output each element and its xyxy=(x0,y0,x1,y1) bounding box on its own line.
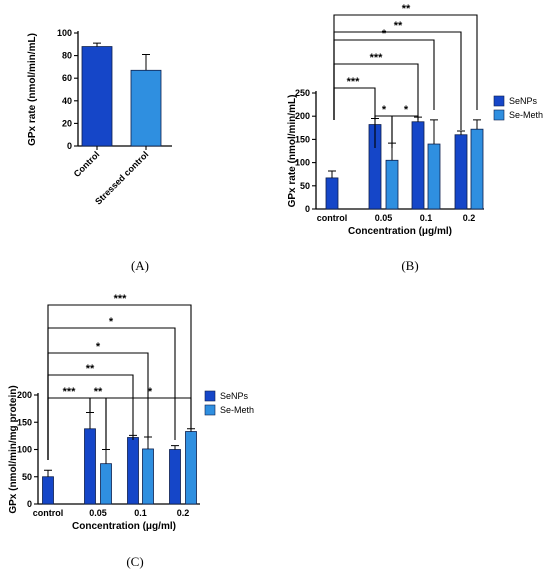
bar-senps-0.2-error-bar xyxy=(171,445,179,450)
legend-swatch-se-meth xyxy=(204,404,216,416)
x-tick-label: Stressed control xyxy=(93,149,150,206)
bar-senps-0.2 xyxy=(454,134,468,210)
bar-control-error-bar xyxy=(328,170,336,178)
panel-b-label: (B) xyxy=(401,258,418,273)
significance-label: ** xyxy=(94,386,103,398)
y-tick-label: 250 xyxy=(295,88,310,98)
x-tick-label: 0.05 xyxy=(375,213,393,223)
bar-stressed-control-error-bar xyxy=(142,53,150,71)
bar-control xyxy=(81,46,113,147)
panel-a-label: (A) xyxy=(131,258,149,273)
bar-senps-0.2-error-bar xyxy=(457,130,465,135)
significance-label: ** xyxy=(394,20,403,32)
significance-label: * xyxy=(96,341,101,353)
bar-senps-0.05 xyxy=(84,428,96,505)
bar-stressed-control xyxy=(130,69,162,147)
bar-se-meth-0.1 xyxy=(427,143,441,210)
bar-se-meth-0.2 xyxy=(185,431,197,505)
bar-senps-0.1 xyxy=(127,437,139,505)
significance-bracket xyxy=(47,304,192,460)
significance-label: *** xyxy=(114,293,128,305)
y-tick-label: 60 xyxy=(62,73,72,83)
bar-control xyxy=(42,476,54,505)
y-tick-label: 40 xyxy=(62,96,72,106)
significance-label: * xyxy=(404,104,409,116)
y-axis-title: GPx rate (nmol/min/mL) xyxy=(27,33,38,146)
y-axis-title: GPx (nmol/min/mg protein) xyxy=(8,385,19,513)
y-tick-label: 150 xyxy=(17,417,32,427)
significance-label: *** xyxy=(370,52,384,64)
bar-senps-0.1 xyxy=(411,121,425,210)
significance-bracket xyxy=(47,397,91,460)
legend-label-se-meth: Se-Meth xyxy=(220,405,254,415)
bar-senps-0.05-error-bar xyxy=(86,411,94,429)
significance-label: * xyxy=(382,104,387,116)
panel-a-chart: 0 20 40 60 80 100 GPx rate (nmol/min/mL) Contro… xyxy=(27,28,172,207)
bar-control xyxy=(325,177,339,210)
panel-c-label: (C) xyxy=(126,554,143,569)
x-tick-label: 0.1 xyxy=(134,508,147,518)
y-tick-label: 0 xyxy=(305,204,310,214)
legend-swatch-se-meth xyxy=(493,109,505,121)
significance-bracket xyxy=(333,14,478,120)
significance-label: * xyxy=(382,28,387,40)
legend-swatch-senps xyxy=(204,390,216,402)
legend-label-senps: SeNPs xyxy=(220,391,249,401)
bar-se-meth-0.05-error-bar xyxy=(102,449,110,464)
y-tick-label: 100 xyxy=(295,158,310,168)
x-tick-label: control xyxy=(317,213,348,223)
legend-label-senps: SeNPs xyxy=(509,96,538,106)
significance-label: * xyxy=(109,316,114,328)
bar-se-meth-0.1-error-bar xyxy=(430,119,438,145)
y-tick-label: 100 xyxy=(57,28,72,38)
y-tick-label: 0 xyxy=(67,141,72,151)
y-tick-label: 0 xyxy=(27,499,32,509)
bar-se-meth-0.1 xyxy=(142,448,154,505)
bar-control-error-bar xyxy=(44,469,52,477)
x-tick-label: 0.2 xyxy=(463,213,476,223)
x-tick-label: 0.1 xyxy=(420,213,433,223)
significance-bracket xyxy=(333,87,376,120)
significance-label: ** xyxy=(402,3,411,15)
legend-swatch-senps xyxy=(493,95,505,107)
y-tick-label: 100 xyxy=(17,445,32,455)
y-tick-label: 150 xyxy=(295,134,310,144)
significance-label: * xyxy=(148,386,153,398)
y-axis-title: GPx rate (nmol/min/mL) xyxy=(287,95,298,208)
y-tick-label: 200 xyxy=(295,111,310,121)
x-tick-label: 0.05 xyxy=(89,508,107,518)
y-tick-label: 80 xyxy=(62,51,72,61)
bar-se-meth-0.2-error-bar xyxy=(473,119,481,130)
y-tick-label: 50 xyxy=(22,472,32,482)
x-tick-label: control xyxy=(33,508,64,518)
bar-se-meth-0.2 xyxy=(470,128,484,210)
bar-senps-0.2 xyxy=(169,449,181,505)
x-axis-title: Concentration (μg/ml) xyxy=(72,521,176,532)
x-axis-title: Concentration (μg/ml) xyxy=(348,226,452,237)
y-tick-label: 20 xyxy=(62,118,72,128)
bar-se-meth-0.05 xyxy=(100,463,112,505)
bar-control-error-bar xyxy=(93,42,101,47)
y-tick-label: 200 xyxy=(17,390,32,400)
x-tick-label: Control xyxy=(72,149,102,179)
significance-label: *** xyxy=(347,76,361,88)
y-tick-label: 50 xyxy=(300,181,310,191)
significance-label: ** xyxy=(86,363,95,375)
x-tick-label: 0.2 xyxy=(177,508,190,518)
significance-label: *** xyxy=(63,386,77,398)
bar-se-meth-0.05 xyxy=(385,159,399,210)
legend-label-se-meth: Se-Meth xyxy=(509,110,543,120)
